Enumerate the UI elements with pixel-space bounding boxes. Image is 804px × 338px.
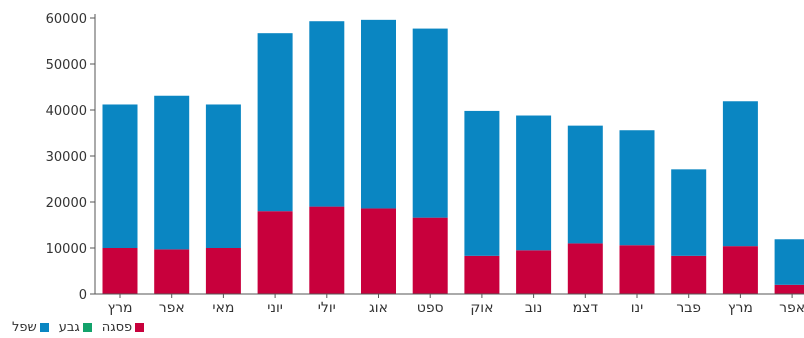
bar-segment-offpeak — [722, 101, 758, 247]
bars — [102, 19, 804, 294]
bar-segment-offpeak — [516, 115, 552, 251]
x-tick-label: מאי — [212, 300, 234, 316]
bar-segment-offpeak — [309, 21, 345, 207]
bar-segment-offpeak — [464, 110, 500, 256]
legend-item: פסגה — [101, 319, 145, 335]
x-tick-label: פבר — [676, 300, 701, 316]
x-tick-label: ספט — [417, 300, 444, 316]
legend-label: פסגה — [101, 319, 133, 335]
x-tick-label: מרץ — [108, 300, 133, 316]
bar-segment-peak — [361, 208, 396, 294]
x-tick-label: אוג — [369, 300, 388, 316]
y-tick-label: 60000 — [46, 12, 87, 27]
x-tick-label: נוב — [525, 300, 543, 316]
y-tick-label: 30000 — [46, 150, 87, 165]
y-tick-label: 50000 — [46, 58, 87, 73]
bar-segment-peak — [205, 248, 241, 294]
bar-segment-peak — [464, 255, 500, 294]
legend-label: גבע — [58, 319, 80, 335]
bar-segment-peak — [309, 206, 345, 294]
bar-segment-peak — [619, 245, 655, 294]
bar-segment-peak — [154, 249, 190, 294]
legend-label: שפל — [12, 319, 37, 335]
x-tick-label: מרץ — [728, 300, 753, 316]
bar-segment-offpeak — [567, 125, 603, 244]
legend: פסגה גבע שפל — [12, 318, 145, 336]
legend-swatch — [82, 322, 92, 332]
bar-segment-offpeak — [257, 33, 293, 212]
y-tick-label: 40000 — [46, 104, 87, 119]
bar-segment-peak — [516, 250, 552, 294]
bar-segment-peak — [722, 246, 758, 294]
x-tick-label: יוני — [267, 300, 283, 316]
bar-segment-offpeak — [154, 95, 190, 250]
y-axis: 0 10000 20000 30000 40000 50000 60000 — [46, 12, 96, 303]
x-tick-label: ינו — [631, 300, 644, 316]
legend-swatch — [39, 322, 49, 332]
bar-segment-offpeak — [361, 19, 396, 209]
bar-segment-offpeak — [774, 239, 804, 285]
bar-segment-peak — [412, 217, 448, 294]
bar-segment-offpeak — [412, 28, 448, 218]
legend-item: שפל — [12, 320, 49, 335]
bar-segment-peak — [567, 243, 603, 294]
y-tick-label: 20000 — [46, 196, 87, 211]
x-tick-label: אפר — [159, 300, 185, 316]
x-tick-label: דצמ — [573, 300, 599, 316]
bar-segment-peak — [774, 284, 804, 294]
bar-segment-offpeak — [102, 104, 138, 248]
x-tick-label: יולי — [318, 300, 336, 316]
bar-segment-offpeak — [619, 130, 655, 246]
y-tick-label: 10000 — [46, 242, 87, 257]
bar-segment-offpeak — [671, 169, 707, 256]
y-tick-label: 0 — [79, 288, 87, 303]
x-tick-label: אפר — [779, 300, 804, 316]
bar-segment-peak — [102, 248, 138, 294]
bar-segment-offpeak — [205, 104, 241, 248]
bar-segment-peak — [257, 211, 293, 294]
legend-swatch — [135, 322, 145, 332]
x-tick-label: אוק — [470, 300, 493, 316]
x-axis: מרץ אפר מאי יוני יולי אוג ספט אוק נוב דצמ ינו פבר מר… — [95, 293, 804, 316]
bar-segment-peak — [671, 255, 707, 294]
legend-item: גבע — [59, 320, 92, 335]
